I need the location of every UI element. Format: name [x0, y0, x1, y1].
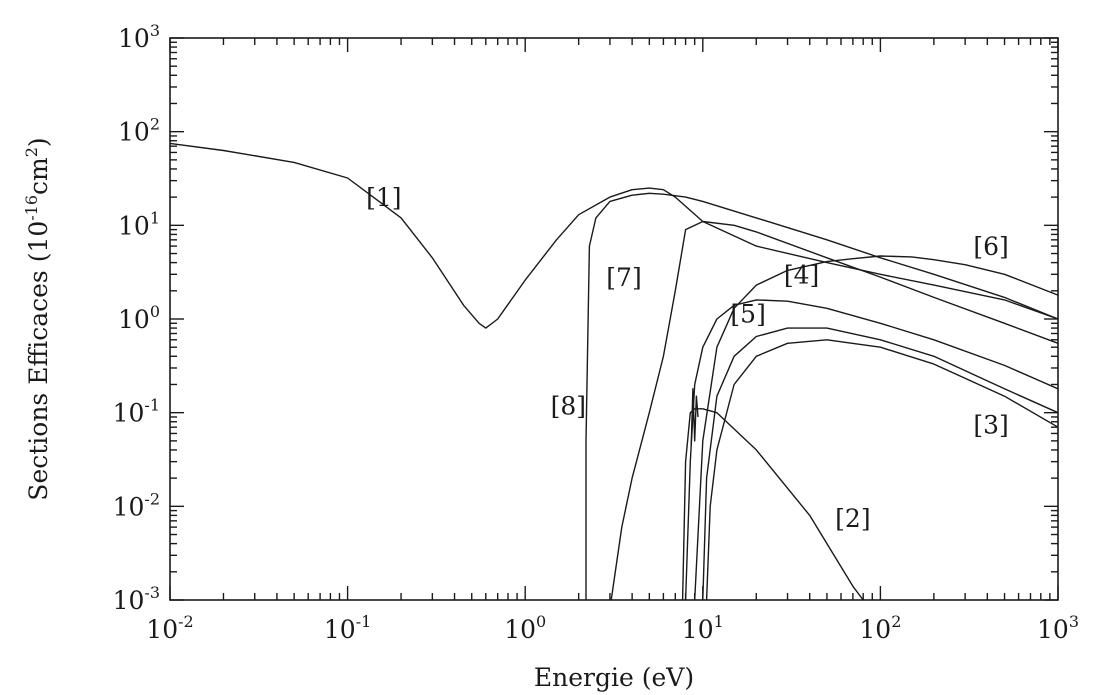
series-6-label: [6] — [973, 232, 1008, 261]
y-tick-label: 10-1 — [113, 396, 160, 428]
series-5-line — [684, 299, 1059, 601]
y-tick-label: 102 — [118, 115, 160, 147]
series-3-label: [3] — [973, 410, 1008, 439]
series-1-label: [1] — [366, 183, 401, 212]
y-tick-label: 101 — [118, 208, 160, 240]
y-tick-label: 100 — [118, 302, 160, 334]
x-tick-label: 10-1 — [324, 612, 371, 644]
series-8-line — [585, 192, 1059, 600]
x-tick-label: 101 — [682, 612, 724, 644]
x-tick-label: 102 — [859, 612, 901, 644]
series-2-label: [2] — [835, 504, 870, 533]
ticks-layer: 10-2 10-1 100 101 102 10310-310-210-110010110… — [113, 21, 1079, 644]
series-4-line — [702, 327, 1059, 601]
series-7-label: [7] — [606, 263, 641, 292]
y-tick-label: 103 — [118, 21, 160, 53]
series-3-line — [705, 339, 1059, 601]
series-2-line — [681, 408, 864, 601]
series-5-label: [5] — [730, 299, 765, 328]
x-tick-label: 103 — [1037, 612, 1079, 644]
curves-layer — [169, 142, 1059, 601]
labels-layer: [1] [2] [3] [4] [5] [6] [7] [8] — [366, 183, 1009, 533]
series-6-line — [694, 255, 1059, 601]
x-tick-label: 100 — [504, 612, 546, 644]
y-tick-label: 10-3 — [113, 583, 160, 615]
series-7-line — [610, 220, 1059, 601]
series-4-label: [4] — [784, 260, 819, 289]
y-tick-label: 10-2 — [113, 489, 160, 521]
plot-frame — [169, 37, 1059, 601]
x-axis-title: Energie (eV) — [534, 663, 694, 692]
series-2-spike — [690, 388, 699, 446]
x-tick-label: 10-2 — [146, 612, 193, 644]
series-1-line — [169, 142, 1059, 329]
y-axis-title: Sections Efficaces (10-16cm2) — [22, 137, 53, 500]
series-8-label: [8] — [551, 391, 586, 420]
